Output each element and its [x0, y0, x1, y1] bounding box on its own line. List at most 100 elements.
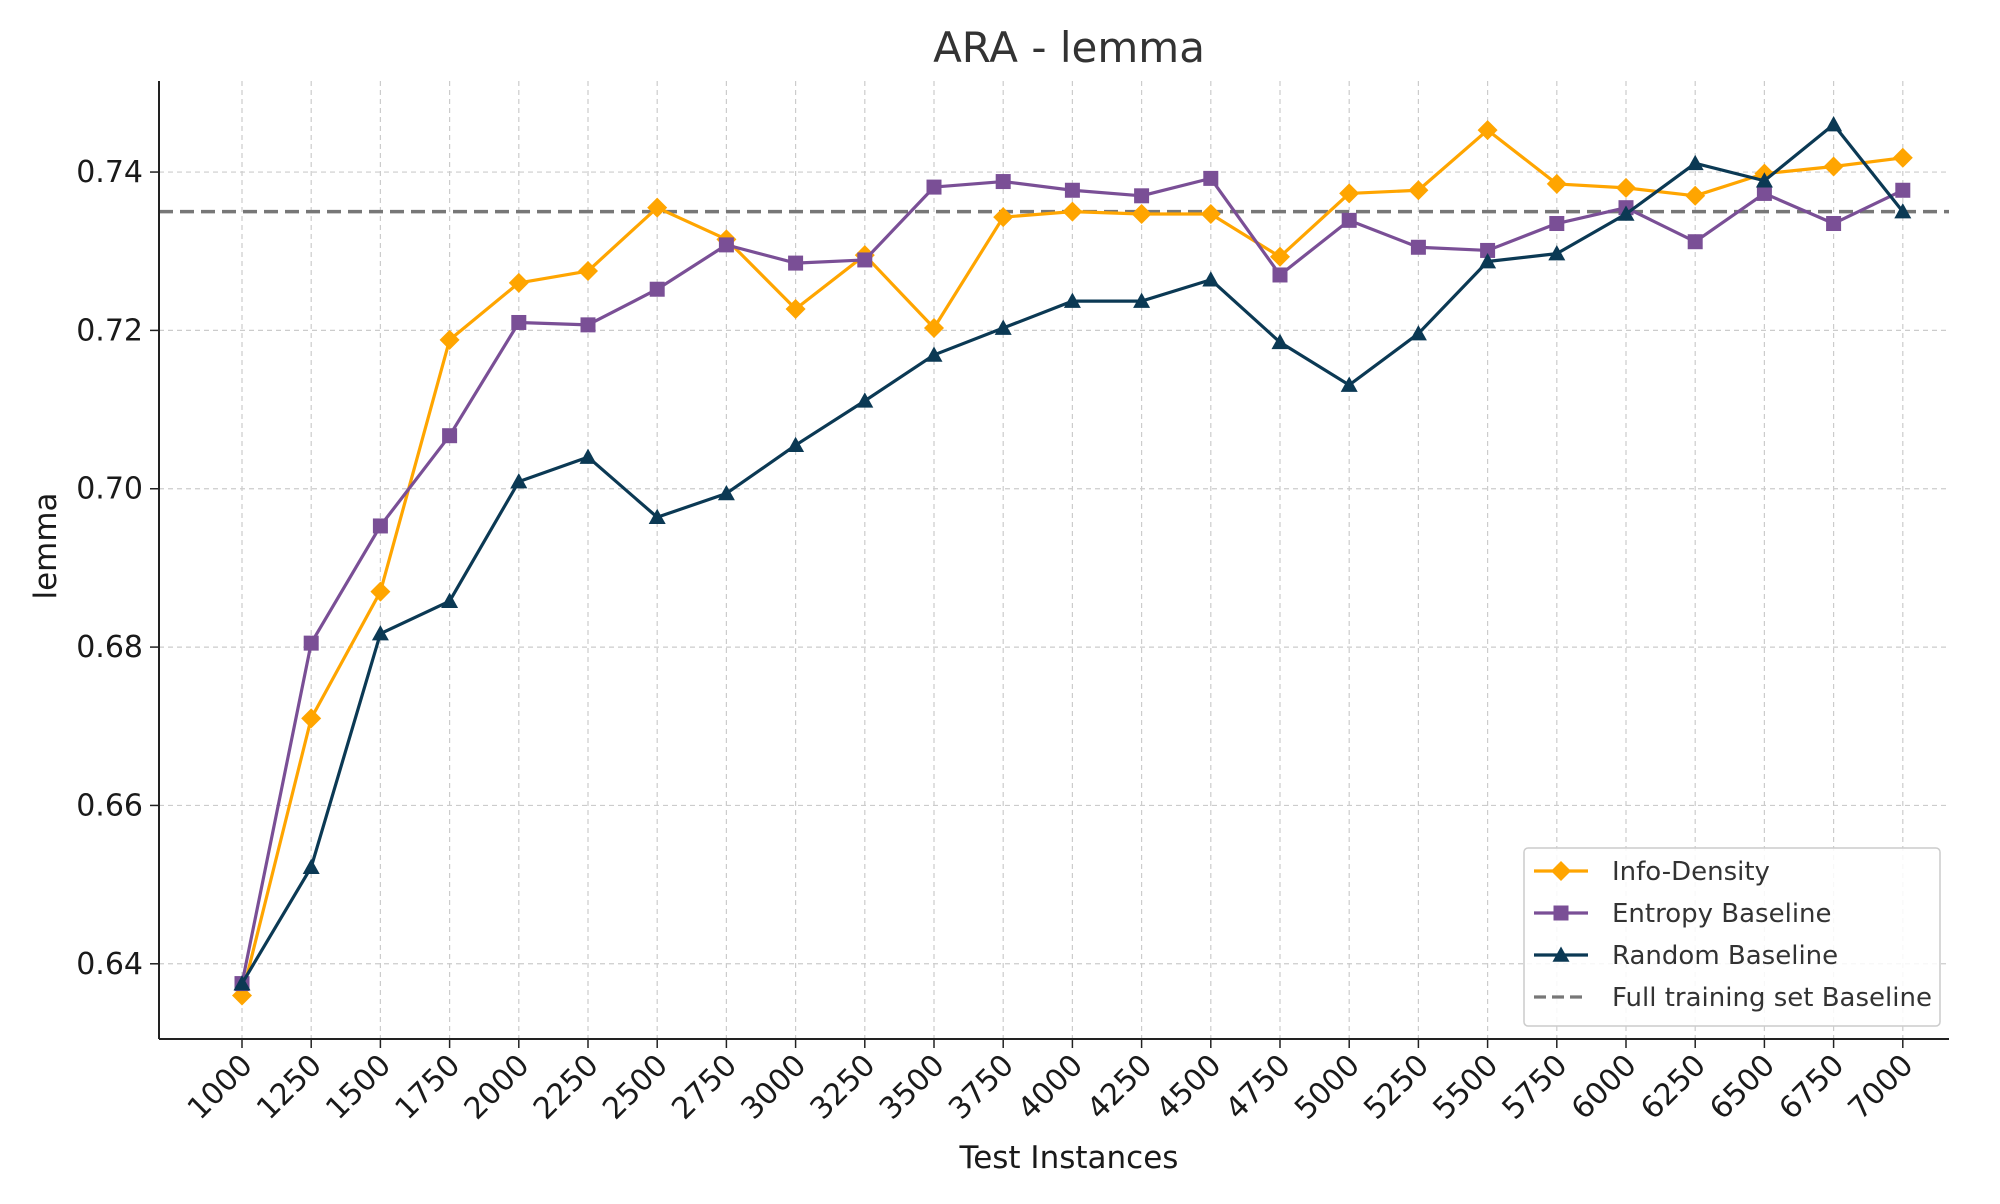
chart-title: ARA - lemma — [933, 23, 1205, 72]
legend: Info-Density Entropy Baseline Random Basel… — [1523, 847, 1941, 1027]
x-tick-label: 7000 — [1842, 1048, 1921, 1127]
y-axis-label: lemma — [28, 492, 64, 599]
legend-label: Full training set Baseline — [1612, 983, 1932, 1013]
data-point-entropy-baseline — [857, 252, 873, 268]
legend-marker — [1552, 946, 1570, 962]
series-random-baseline — [233, 116, 1912, 991]
x-tick-label: 3250 — [804, 1048, 883, 1127]
data-point-info-density — [1408, 180, 1429, 201]
data-point-random-baseline — [787, 436, 805, 452]
axes — [150, 81, 1949, 1048]
data-point-info-density — [439, 329, 460, 350]
data-point-info-density — [1062, 201, 1083, 222]
y-tick-label: 0.68 — [76, 630, 143, 665]
x-tick-label: 2250 — [527, 1048, 606, 1127]
data-point-random-baseline — [233, 975, 251, 991]
data-point-random-baseline — [1617, 205, 1635, 221]
legend-box — [1523, 847, 1941, 1027]
legend-label: Random Baseline — [1612, 941, 1838, 971]
legend-marker — [1553, 905, 1569, 921]
data-point-info-density — [647, 197, 668, 218]
data-point-random-baseline — [1755, 172, 1773, 188]
x-tick-label: 6750 — [1773, 1048, 1852, 1127]
data-point-entropy-baseline — [926, 179, 942, 195]
x-tick-label: 4000 — [1011, 1048, 1090, 1127]
data-point-entropy-baseline — [372, 518, 388, 534]
data-point-random-baseline — [1271, 333, 1289, 350]
data-point-entropy-baseline — [1756, 185, 1772, 201]
data-point-entropy-baseline — [1272, 267, 1288, 283]
series-layer — [232, 116, 1913, 1006]
x-tick-label: 2000 — [458, 1048, 537, 1127]
data-point-entropy-baseline — [995, 174, 1011, 190]
data-point-random-baseline — [1063, 292, 1081, 308]
data-point-info-density — [1339, 183, 1360, 204]
y-tick-label: 0.70 — [76, 472, 143, 507]
data-point-random-baseline — [1409, 325, 1427, 341]
x-tick-label: 1500 — [319, 1048, 398, 1127]
data-point-random-baseline — [1825, 116, 1843, 132]
data-point-random-baseline — [510, 473, 528, 489]
data-point-random-baseline — [441, 592, 459, 608]
data-point-entropy-baseline — [718, 237, 734, 253]
data-point-random-baseline — [1686, 154, 1704, 171]
y-tick-label: 0.64 — [76, 947, 143, 982]
data-point-entropy-baseline — [1826, 216, 1842, 232]
data-point-info-density — [1270, 246, 1290, 267]
x-tick-label: 1000 — [181, 1048, 260, 1127]
legend-label: Entropy Baseline — [1612, 899, 1832, 929]
data-point-entropy-baseline — [1203, 170, 1219, 186]
data-point-random-baseline — [717, 484, 735, 501]
x-axis-label: Test Instances — [959, 1140, 1179, 1176]
data-point-random-baseline — [648, 508, 666, 525]
x-tick-label: 1750 — [389, 1048, 468, 1127]
data-point-info-density — [370, 581, 391, 602]
y-tick-label: 0.72 — [76, 313, 143, 348]
data-point-entropy-baseline — [1895, 182, 1911, 198]
data-point-entropy-baseline — [1064, 182, 1080, 198]
data-point-random-baseline — [1133, 292, 1151, 308]
x-tick-label: 2750 — [665, 1048, 744, 1127]
x-tick-label: 3500 — [873, 1048, 952, 1127]
data-point-info-density — [1685, 185, 1706, 206]
data-point-entropy-baseline — [1687, 234, 1703, 250]
data-point-random-baseline — [1894, 203, 1912, 219]
data-point-info-density — [1131, 204, 1152, 225]
x-tick-label: 1250 — [250, 1048, 329, 1127]
data-point-info-density — [993, 207, 1014, 228]
x-tick-label: 5500 — [1427, 1048, 1506, 1127]
data-point-info-density — [1477, 120, 1498, 141]
data-point-info-density — [301, 708, 322, 729]
data-point-info-density — [1823, 156, 1844, 177]
data-point-entropy-baseline — [1480, 242, 1496, 258]
series-info-density — [232, 120, 1913, 1006]
x-tick-label: 5250 — [1357, 1048, 1436, 1127]
data-point-random-baseline — [579, 448, 597, 464]
data-point-entropy-baseline — [580, 317, 596, 333]
grid-lines — [159, 81, 1949, 1039]
data-point-random-baseline — [302, 858, 320, 874]
data-point-random-baseline — [371, 625, 389, 641]
data-point-entropy-baseline — [442, 428, 458, 444]
data-point-info-density — [785, 299, 806, 320]
data-point-info-density — [924, 318, 944, 339]
data-point-info-density — [1616, 177, 1636, 198]
x-tick-label: 3000 — [735, 1048, 814, 1127]
y-tick-label: 0.66 — [76, 788, 143, 823]
data-point-entropy-baseline — [649, 281, 665, 297]
x-tick-label: 2500 — [596, 1048, 675, 1127]
data-point-random-baseline — [1202, 271, 1220, 287]
data-point-info-density — [1200, 204, 1221, 225]
data-point-random-baseline — [856, 392, 874, 408]
legend-marker — [1551, 861, 1571, 881]
x-tick-label: 5000 — [1288, 1048, 1367, 1127]
x-tick-label: 6500 — [1703, 1048, 1782, 1127]
data-point-random-baseline — [925, 346, 943, 362]
data-point-random-baseline — [1340, 376, 1358, 392]
x-tick-label: 5750 — [1496, 1048, 1575, 1127]
data-point-entropy-baseline — [1134, 188, 1150, 204]
data-point-info-density — [578, 261, 598, 282]
data-point-info-density — [508, 272, 529, 293]
x-tick-label: 4500 — [1150, 1048, 1229, 1127]
data-point-random-baseline — [1479, 253, 1497, 269]
